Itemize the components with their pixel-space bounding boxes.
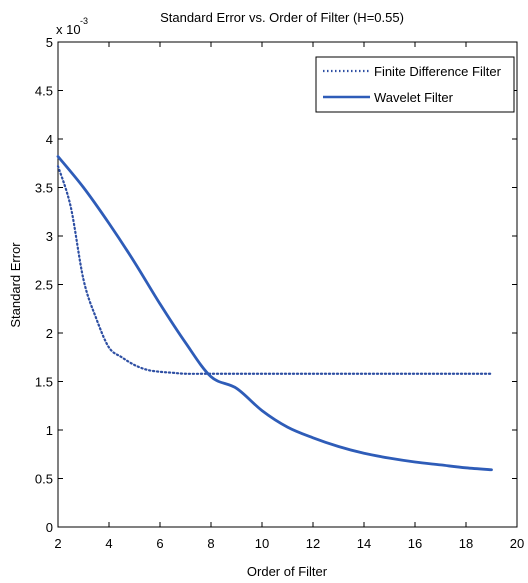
y-tick-label: 1	[46, 423, 53, 438]
series-line-finite-difference	[56, 165, 493, 375]
y-tick-label: 4	[46, 132, 53, 147]
series-line-wavelet	[56, 155, 493, 472]
x-tick-label: 20	[510, 536, 524, 551]
x-tick-label: 8	[207, 536, 214, 551]
legend-label-finite-difference: Finite Difference Filter	[374, 64, 502, 79]
y-tick-label: 3	[46, 229, 53, 244]
x-tick-label: 2	[54, 536, 61, 551]
y-axis-label: Standard Error	[8, 242, 23, 328]
y-tick-label: 4.5	[35, 84, 53, 99]
chart-title: Standard Error vs. Order of Filter (H=0.…	[160, 10, 404, 25]
y-tick-label: 0	[46, 520, 53, 535]
x-tick-label: 18	[459, 536, 473, 551]
y-tick-label: 5	[46, 35, 53, 50]
x-tick-label: 10	[255, 536, 269, 551]
x-tick-label: 12	[306, 536, 320, 551]
y-exponent: x 10 -3	[56, 16, 88, 37]
x-tick-label: 6	[156, 536, 163, 551]
y-tick-label: 2	[46, 326, 53, 341]
x-tick-label: 16	[408, 536, 422, 551]
legend: Finite Difference Filter Wavelet Filter	[315, 56, 515, 113]
plot-area	[57, 41, 518, 528]
series-group	[56, 155, 493, 472]
x-axis-label: Order of Filter	[247, 564, 328, 579]
legend-box	[315, 56, 515, 113]
y-exponent-power: -3	[80, 16, 88, 26]
x-tick-label: 14	[357, 536, 371, 551]
y-tick-label: 1.5	[35, 375, 53, 390]
y-tick-label: 2.5	[35, 278, 53, 293]
y-exponent-base: x 10	[56, 22, 81, 37]
y-tick-label: 0.5	[35, 472, 53, 487]
legend-label-wavelet: Wavelet Filter	[374, 90, 454, 105]
x-tick-label: 4	[105, 536, 112, 551]
y-tick-label: 3.5	[35, 181, 53, 196]
axis-ticks: 2 4 6 8 10 12 14 16 18 20 0 0.5 1 1.5 2 2.5 3 3.5 4 4.5 5	[35, 35, 524, 551]
